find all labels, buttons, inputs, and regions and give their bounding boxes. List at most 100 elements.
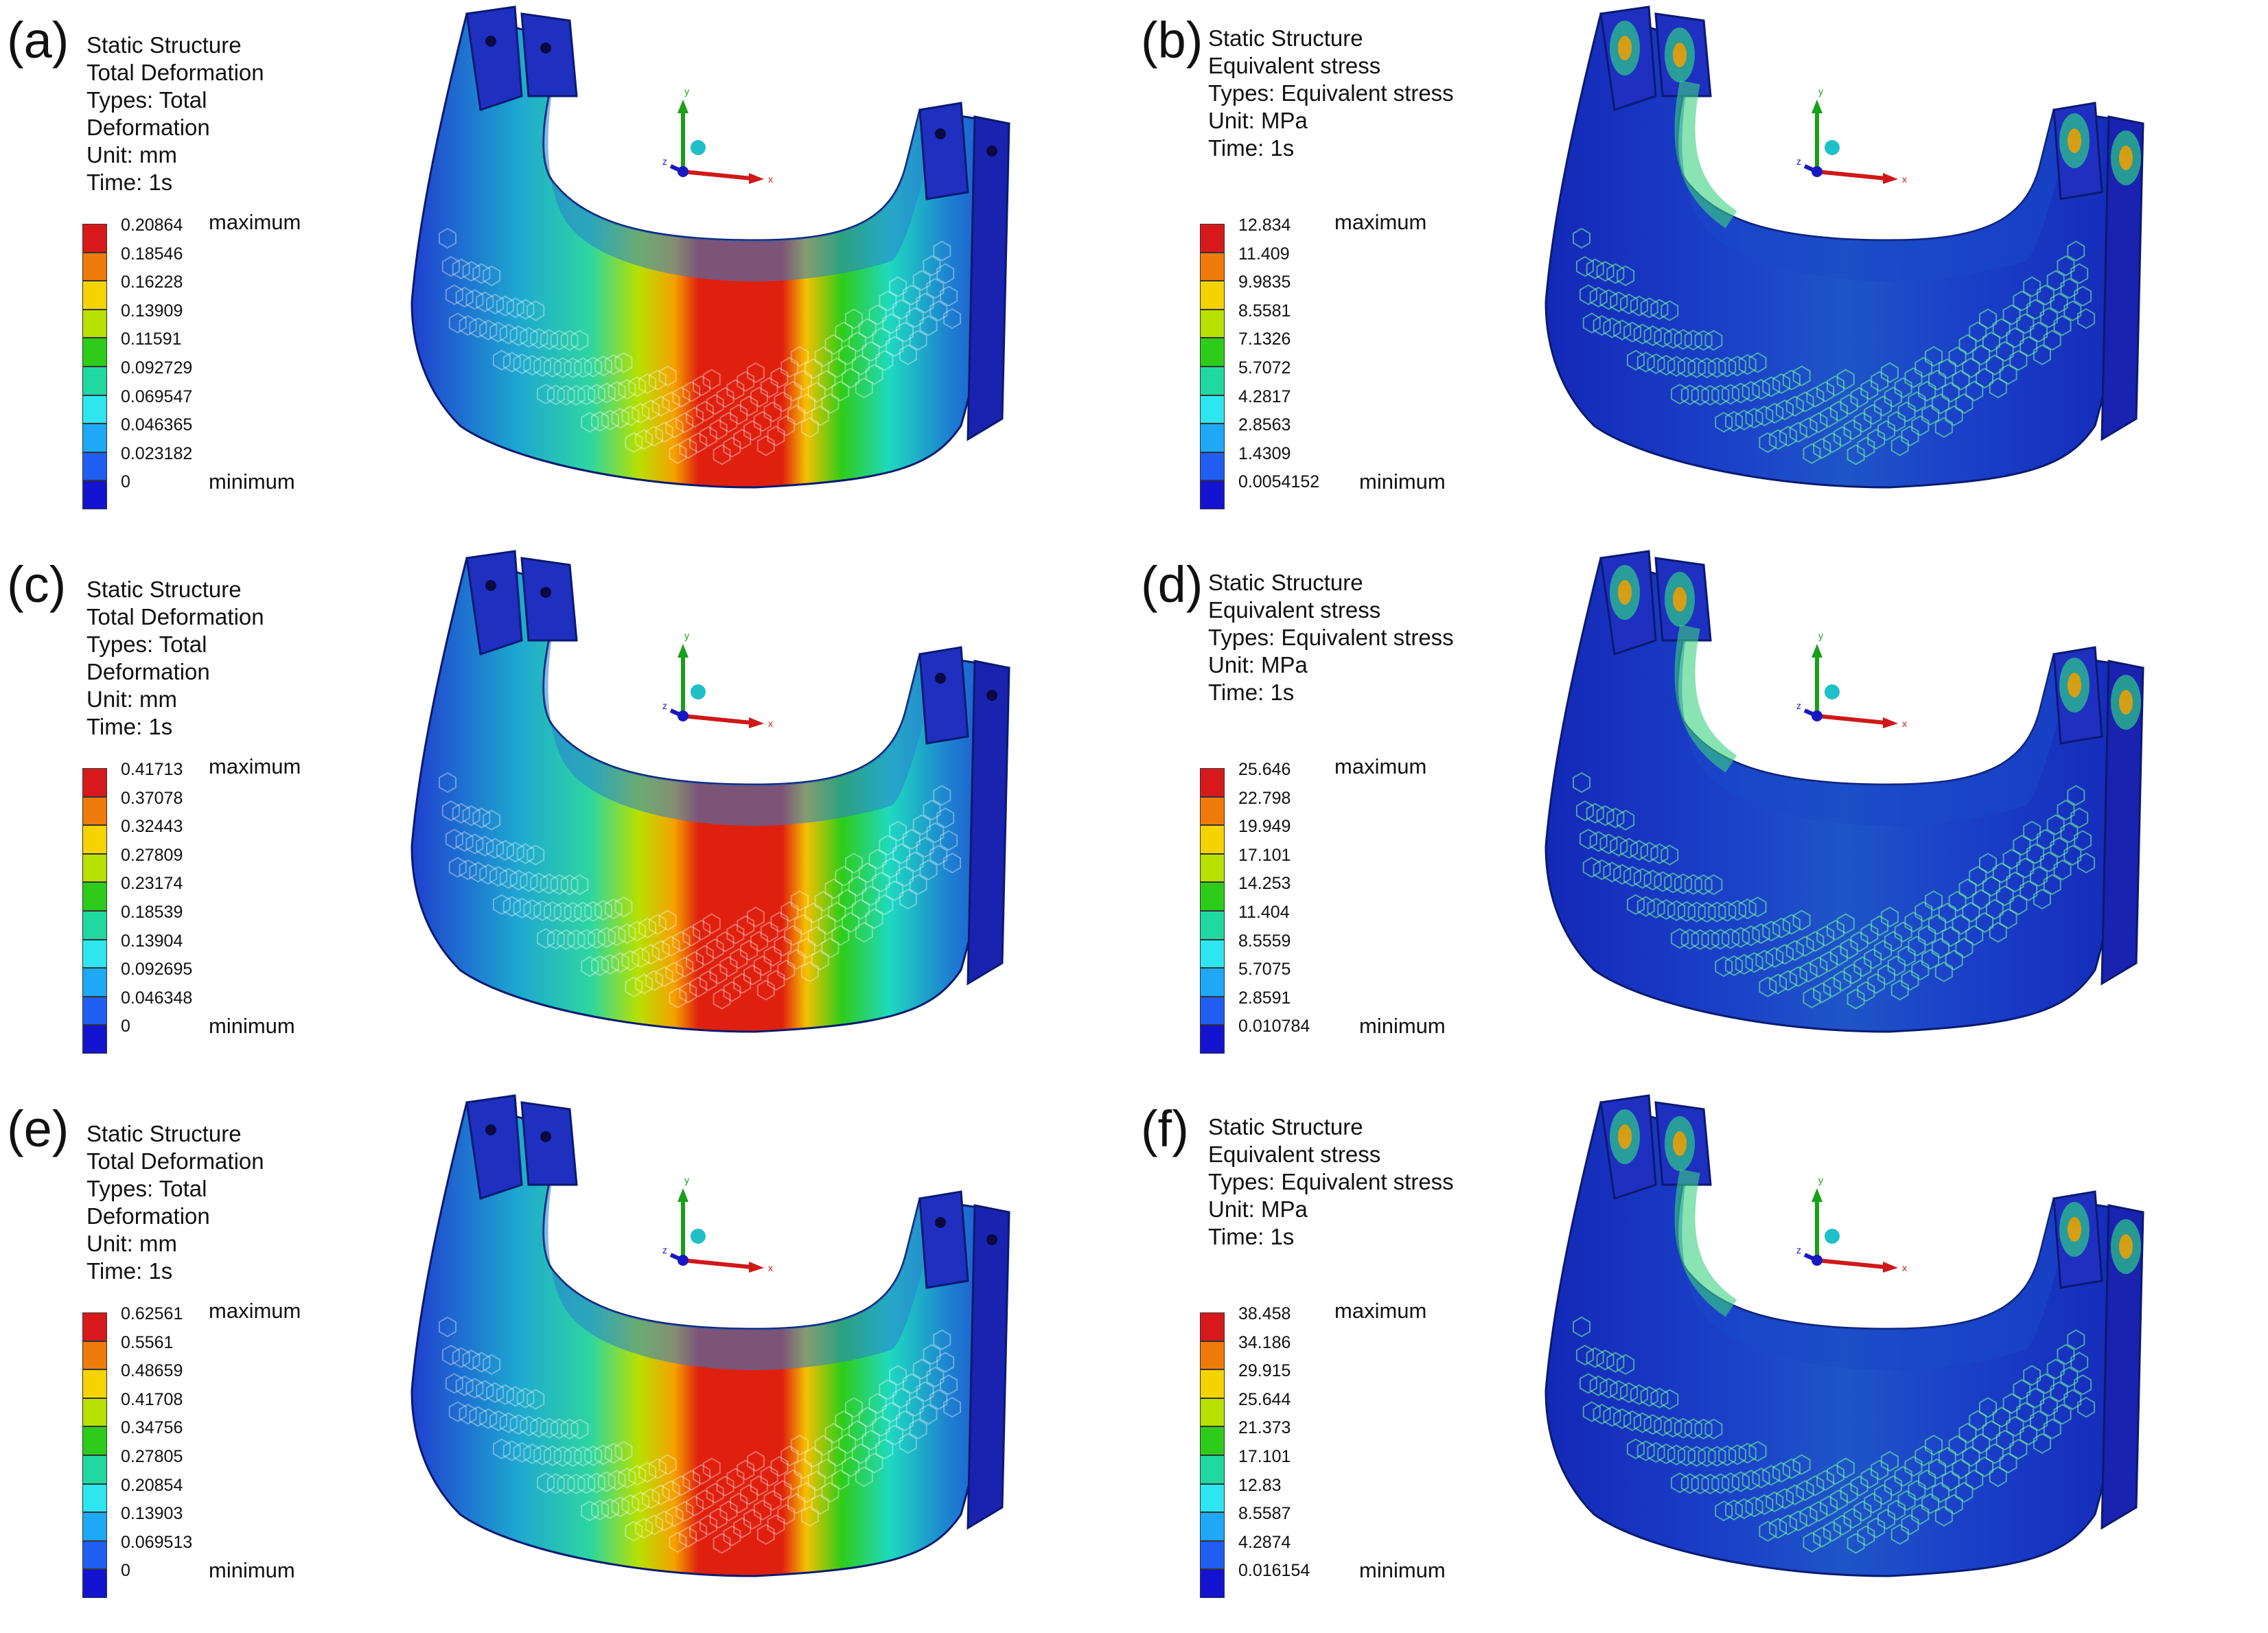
legend-max-label: maximum [209,210,301,234]
lattice-cell [1640,1386,1658,1407]
lattice-cell [1904,1456,1923,1477]
lattice-cell [919,859,938,881]
lattice-cell [1731,382,1750,404]
result-info: Static Structure Equivalent stress Types: … [1208,569,1496,706]
lattice-cell [858,1406,877,1428]
x-axis-arrow [1816,170,1886,181]
panel-c: (c) Static Structure Total Deformation Type… [0,544,1134,1089]
legend-swatch [1200,338,1225,367]
lattice-cell [1925,1435,1943,1456]
lattice-cell [865,364,883,385]
lattice-cell [455,1375,474,1397]
lattice-cell [520,1415,538,1437]
lattice-cell [1657,354,1676,376]
lattice-cell [1871,371,1889,392]
legend-swatch [82,424,107,452]
lattice-cell [1660,300,1679,321]
lattice-cell [1945,405,1963,426]
lattice-cell [861,885,880,907]
lattice-cell [540,1417,558,1439]
lattice-cell [713,988,731,1010]
lattice-cell [1610,291,1628,312]
right-side-wall [967,660,1010,986]
lattice-cell [1586,258,1604,279]
lattice-cell [2026,299,2045,320]
x-axis-label: x [1902,174,1907,185]
lattice-cell [828,357,846,378]
lattice-cell [1633,1412,1652,1433]
lattice-cell [706,1483,724,1504]
lattice-cell [842,1456,860,1478]
lattice-cell [1820,406,1838,428]
lattice-cell [2050,1381,2068,1402]
lattice-cell [1867,428,1886,450]
lattice-cell [584,901,603,922]
info-line: Time: 1s [1208,680,1295,705]
lattice-cell [448,1401,467,1422]
lattice-cell [574,901,592,923]
lattice-cell [794,369,812,391]
lattice-cell [1748,352,1767,373]
lattice-cell [2057,255,2075,277]
lattice-cell [597,1471,616,1492]
lattice-cell [479,319,498,340]
lattice-cell [675,412,694,434]
lattice-cell [868,1393,887,1414]
panel-letter: (b) [1141,12,1203,69]
lattice-cell [699,426,717,447]
bolt-hole [540,587,551,598]
lattice-cell [797,938,815,959]
lattice-cell [448,312,467,334]
lattice-cell [1823,1520,1842,1542]
lattice-cell [737,371,755,392]
lattice-cell [1667,1444,1686,1466]
legend-tick: 0.18539 [121,903,183,922]
lattice-cell [2020,880,2038,901]
lattice-cell [838,889,857,910]
lattice-cell [2050,292,2068,314]
legend-tick: 0.18546 [121,244,183,264]
lattice-cell [872,1415,890,1437]
lattice-cell [780,1445,799,1467]
lattice-cell [919,315,938,336]
lattice-cell [774,391,792,413]
legend-swatch [82,395,107,424]
info-line: Time: 1s [1208,1224,1295,1249]
lattice-cell [651,395,670,417]
lattice-cell [642,399,660,421]
lattice-cell [1925,346,1943,367]
lattice-cell [1620,293,1639,314]
lattice-cell [2057,1344,2075,1365]
y-arrowhead [678,100,688,113]
lattice-cell [899,344,917,365]
lattice-cell [1829,945,1848,966]
lattice-cell [672,386,691,408]
lattice-cell [486,837,505,859]
lattice-cell [1677,356,1696,378]
lattice-cell [1630,839,1648,861]
lattice-cell [1934,417,1953,438]
info-line: Deformation [86,659,210,684]
info-line: Static Structure [1208,570,1363,595]
lattice-cell [905,1395,924,1417]
lattice-cell [632,947,650,969]
left-tab-inner [520,557,578,642]
stress-hotspot-core [1618,580,1632,605]
legend-tick: 25.646 [1238,760,1291,779]
legend-tick: 17.101 [1238,845,1291,865]
legend-tick: 14.253 [1238,874,1291,894]
lattice-cell [760,377,778,398]
lattice-cell [499,323,518,345]
lattice-cell [1992,862,2011,883]
legend-swatch [82,882,107,911]
panel-letter: (f) [1141,1100,1189,1157]
lattice-cell [628,920,647,942]
lattice-cell [1623,1410,1641,1431]
lattice-cell [1596,261,1615,282]
lattice-cell [1806,931,1825,952]
lattice-cell [537,927,555,949]
lattice-cell [848,331,866,353]
legend-tick: 5.7075 [1238,960,1291,980]
lattice-cell [509,869,528,891]
lattice-cell [767,969,785,991]
